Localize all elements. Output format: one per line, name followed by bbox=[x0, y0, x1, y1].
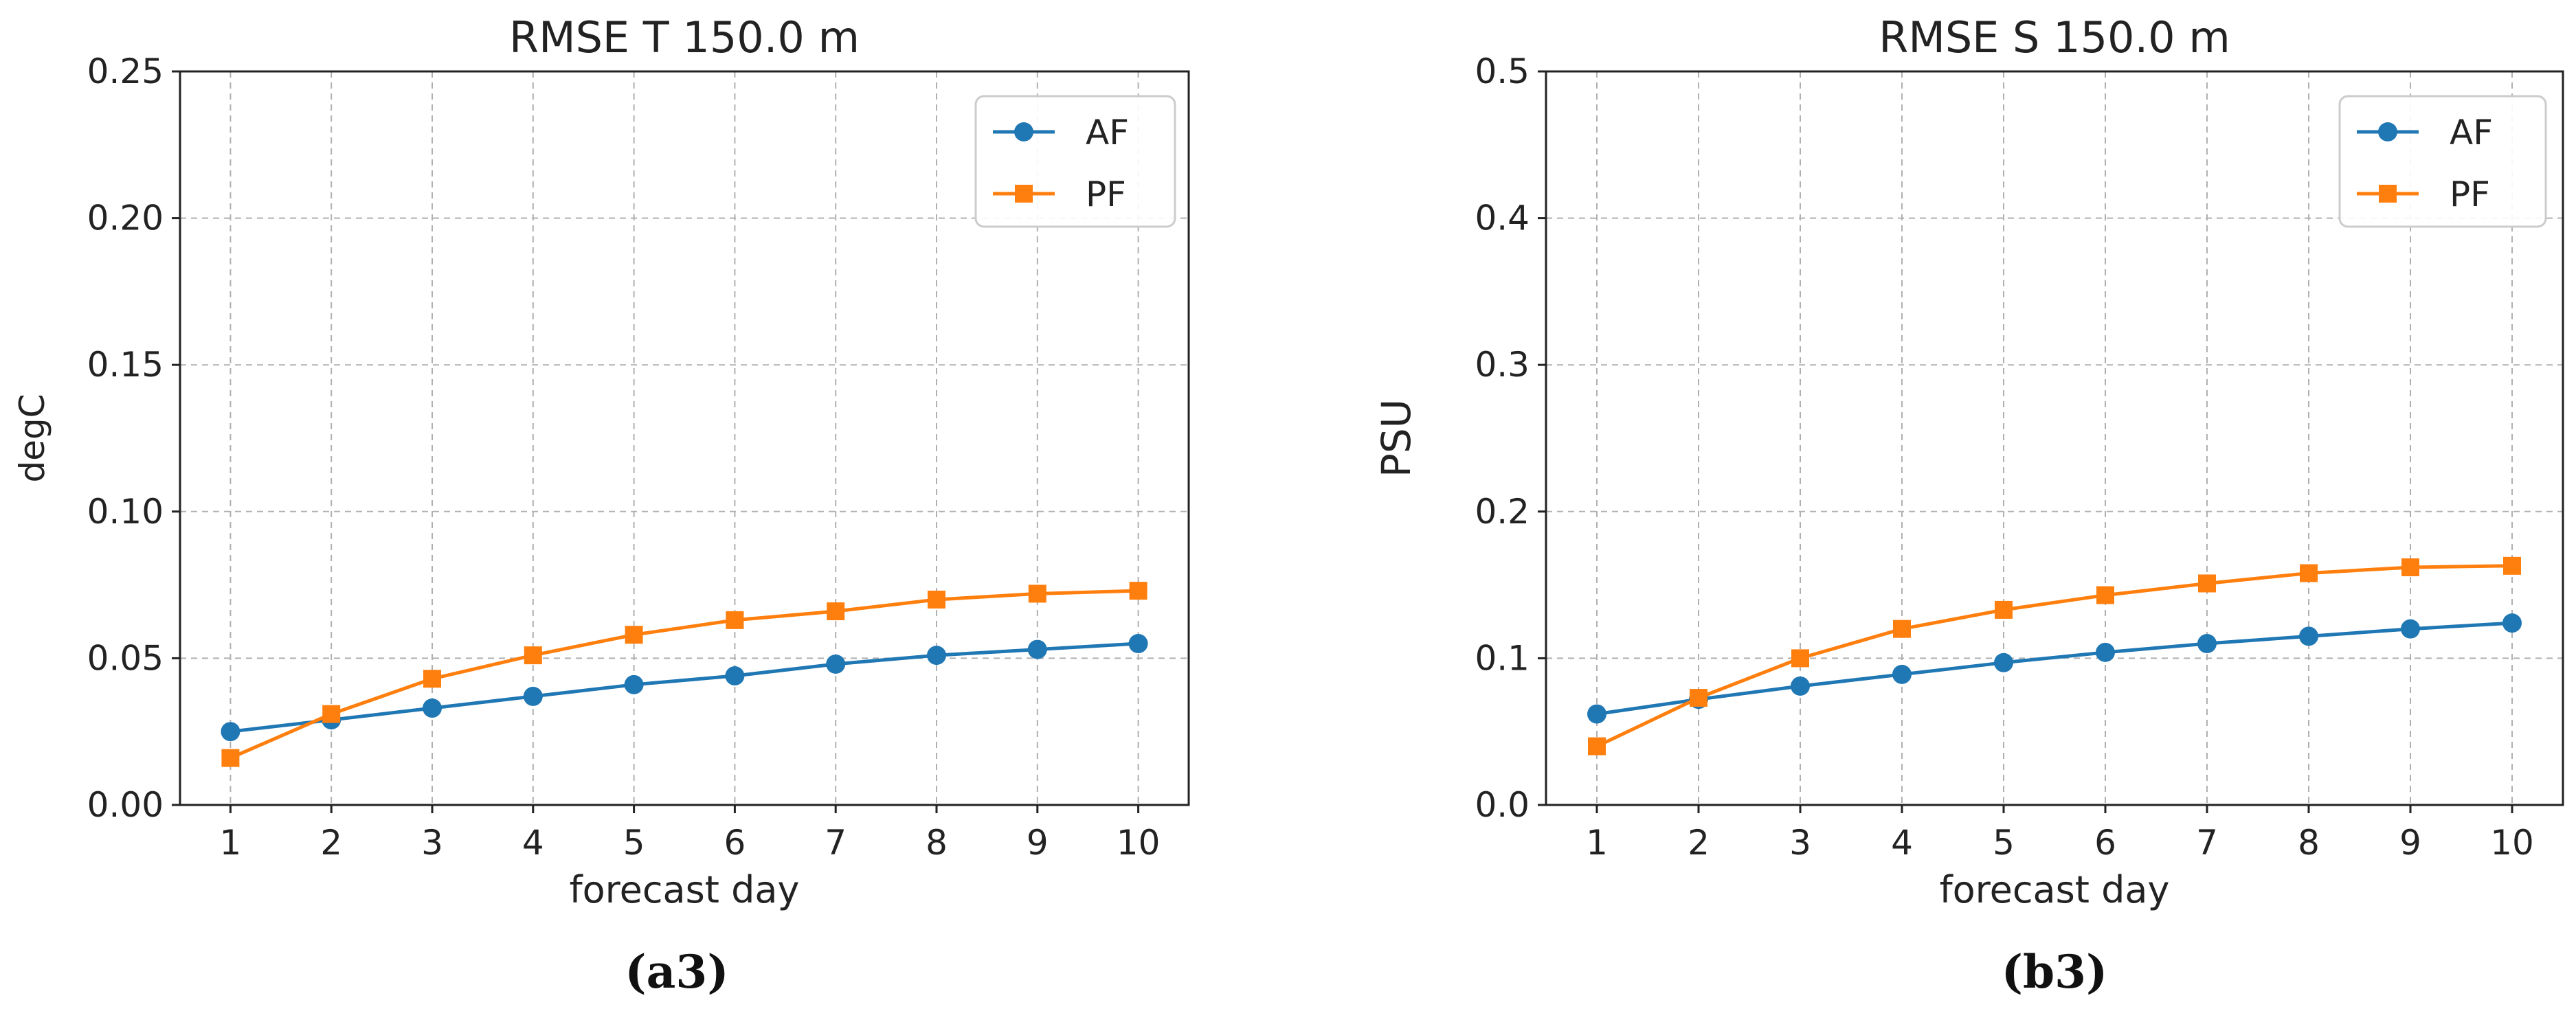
y-axis-label: degC bbox=[12, 394, 52, 482]
series-line-af bbox=[230, 641, 1139, 734]
data-point-af bbox=[221, 722, 240, 742]
data-point-pf bbox=[322, 705, 341, 723]
x-tick-label: 4 bbox=[1891, 823, 1913, 863]
chart-b3: 1 2 3 4 5 6 7 8 9 10 0.0 0.1 0.2 0.3 0.4 0.5 AF PF RMSE S … bbox=[1373, 12, 2564, 999]
data-point-pf bbox=[1995, 600, 2013, 619]
data-point-af bbox=[725, 666, 745, 686]
y-tick-label: 0.2 bbox=[1475, 492, 1530, 532]
data-point-af bbox=[826, 654, 846, 674]
x-tick-label: 10 bbox=[1117, 823, 1161, 863]
x-tick-label: 8 bbox=[926, 823, 948, 863]
data-point-af bbox=[523, 686, 543, 706]
x-tick-label: 2 bbox=[320, 823, 342, 863]
x-tick-label: 9 bbox=[1027, 823, 1049, 863]
y-tick-label: 0.25 bbox=[87, 52, 164, 91]
data-point-pf bbox=[827, 602, 845, 621]
y-tick-label: 0.05 bbox=[87, 638, 164, 678]
x-tick-label: 2 bbox=[1688, 823, 1710, 863]
data-point-pf bbox=[2503, 556, 2521, 575]
data-point-af bbox=[1587, 704, 1606, 724]
data-point-af bbox=[1791, 676, 1810, 696]
data-point-af bbox=[927, 646, 946, 666]
x-tick-label: 9 bbox=[2399, 823, 2421, 863]
data-point-pf bbox=[1129, 582, 1147, 600]
y-tick-label: 0.1 bbox=[1475, 638, 1530, 678]
y-tick-label: 0.00 bbox=[87, 785, 164, 825]
y-tick-label: 0.15 bbox=[87, 345, 164, 385]
x-tick-label: 10 bbox=[2490, 823, 2534, 863]
legend-label-af: AF bbox=[2450, 113, 2493, 152]
data-point-pf bbox=[423, 670, 441, 688]
legend-label-pf: PF bbox=[1086, 174, 1126, 214]
data-point-pf bbox=[2300, 564, 2318, 582]
x-axis-label: forecast day bbox=[570, 868, 800, 911]
y-tick-label: 0.4 bbox=[1475, 198, 1530, 238]
data-point-pf bbox=[2198, 574, 2216, 593]
data-point-af bbox=[2197, 634, 2217, 654]
data-point-pf bbox=[1588, 737, 1606, 756]
x-tick-label: 4 bbox=[522, 823, 544, 863]
data-point-af bbox=[1128, 634, 1148, 654]
x-tick-label: 8 bbox=[2298, 823, 2320, 863]
data-point-pf bbox=[625, 626, 643, 644]
data-point-pf bbox=[2096, 586, 2114, 604]
data-point-af bbox=[2502, 613, 2522, 633]
axes-frame bbox=[1545, 70, 2564, 806]
x-tick-label: 5 bbox=[1993, 823, 2015, 863]
legend-label-pf: PF bbox=[2450, 174, 2490, 214]
panel-caption: (a3) bbox=[625, 945, 728, 999]
x-tick-label: 1 bbox=[1586, 823, 1608, 863]
legend-label-af: AF bbox=[1086, 113, 1129, 152]
legend-marker-pf bbox=[2379, 185, 2397, 203]
series-line-af bbox=[1596, 621, 2513, 716]
legend-box bbox=[974, 95, 1176, 228]
legend: AF PF bbox=[974, 95, 1176, 228]
data-point-pf bbox=[726, 611, 744, 629]
series-line-pf bbox=[1595, 564, 2513, 748]
data-point-af bbox=[1892, 664, 1912, 684]
x-tick-label: 7 bbox=[825, 823, 847, 863]
data-point-pf bbox=[221, 749, 240, 767]
legend: AF PF bbox=[2338, 95, 2547, 228]
legend-box bbox=[2338, 95, 2547, 228]
x-tick-label: 7 bbox=[2196, 823, 2218, 863]
x-tick-label: 3 bbox=[1789, 823, 1811, 863]
y-tick-label: 0.5 bbox=[1475, 52, 1530, 91]
y-tick-label: 0.20 bbox=[87, 198, 164, 238]
data-point-pf bbox=[1690, 689, 1707, 707]
series-line-pf bbox=[229, 589, 1139, 760]
data-point-pf bbox=[1791, 649, 1809, 668]
data-point-pf bbox=[928, 590, 945, 609]
data-point-af bbox=[2401, 619, 2420, 639]
data-point-af bbox=[624, 674, 644, 694]
x-tick-label: 1 bbox=[219, 823, 241, 863]
data-point-pf bbox=[524, 646, 542, 665]
data-point-pf bbox=[2401, 558, 2419, 576]
legend-marker-pf bbox=[1015, 185, 1033, 203]
data-point-af bbox=[1027, 639, 1047, 659]
panel-caption: (b3) bbox=[2002, 945, 2108, 999]
data-point-af bbox=[2096, 642, 2115, 662]
data-point-af bbox=[2299, 626, 2318, 646]
data-point-af bbox=[1994, 652, 2013, 672]
y-tick-label: 0.10 bbox=[87, 492, 164, 532]
x-tick-label: 3 bbox=[421, 823, 443, 863]
x-tick-label: 6 bbox=[724, 823, 746, 863]
chart-title: RMSE T 150.0 m bbox=[509, 12, 860, 63]
y-axis-label: PSU bbox=[1373, 399, 1420, 477]
y-tick-label: 0.3 bbox=[1475, 345, 1530, 385]
chart-title: RMSE S 150.0 m bbox=[1879, 12, 2230, 63]
x-tick-label: 5 bbox=[623, 823, 645, 863]
data-point-pf bbox=[1893, 620, 1911, 638]
data-point-af bbox=[423, 698, 442, 718]
y-tick-label: 0.0 bbox=[1475, 785, 1530, 825]
legend-marker-af bbox=[1014, 122, 1033, 141]
legend-marker-af bbox=[2378, 122, 2397, 141]
x-tick-label: 6 bbox=[2094, 823, 2116, 863]
axes-frame bbox=[179, 70, 1190, 806]
chart-a3: 1 2 3 4 5 6 7 8 9 10 0.00 0.05 0.10 0.15 0.20 0.25 AF PF R… bbox=[12, 12, 1190, 999]
data-point-pf bbox=[1028, 584, 1046, 603]
x-axis-label: forecast day bbox=[1940, 868, 2170, 911]
